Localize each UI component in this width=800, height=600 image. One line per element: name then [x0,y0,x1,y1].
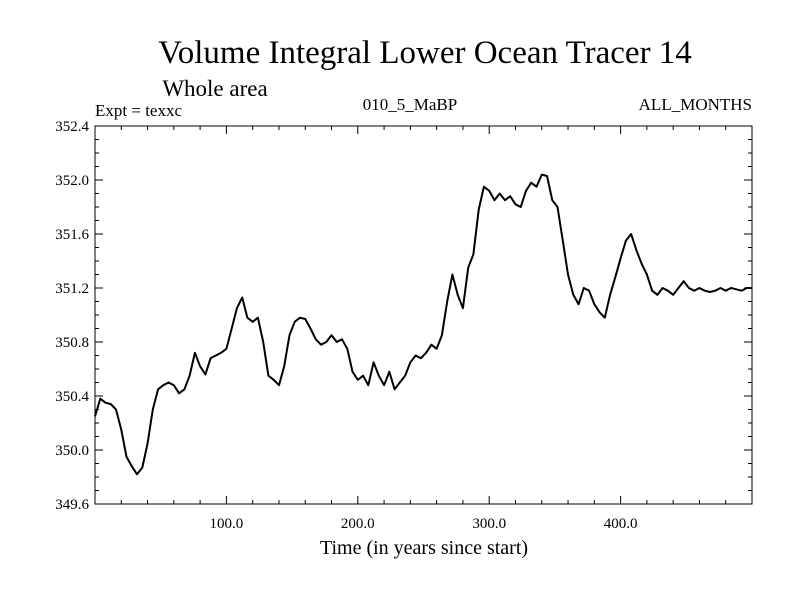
y-axis: 349.6 350.0 350.4 350.8 351.2 351.6 352.0 352.4 [55,119,752,513]
y-tick-label: 352.4 [55,119,89,135]
y-tick-label: 349.6 [55,497,89,513]
chart-title: Volume Integral Lower Ocean Tracer 14 [158,35,692,71]
x-tick-label: 100.0 [210,516,244,532]
series-group [94,173,752,476]
y-tick-label: 350.0 [55,443,89,459]
annotation-expt: Expt = texxc [95,101,182,120]
annotation-months: ALL_MONTHS [639,95,752,114]
y-tick-label: 352.0 [55,173,89,189]
x-tick-label: 200.0 [341,516,375,532]
x-axis: 100.0 200.0 300.0 400.0 [120,126,727,532]
plot-frame [94,125,753,505]
y-tick-label: 350.4 [55,389,89,405]
y-tick-label: 350.8 [55,335,89,351]
chart-subtitle: Whole area [162,76,267,101]
annotation-period: 010_5_MaBP [363,95,457,114]
series-line [94,173,752,476]
x-tick-label: 400.0 [604,516,638,532]
x-tick-label: 300.0 [472,516,506,532]
y-tick-label: 351.6 [55,227,89,243]
y-tick-label: 351.2 [55,281,89,297]
x-axis-label: Time (in years since start) [320,537,528,559]
